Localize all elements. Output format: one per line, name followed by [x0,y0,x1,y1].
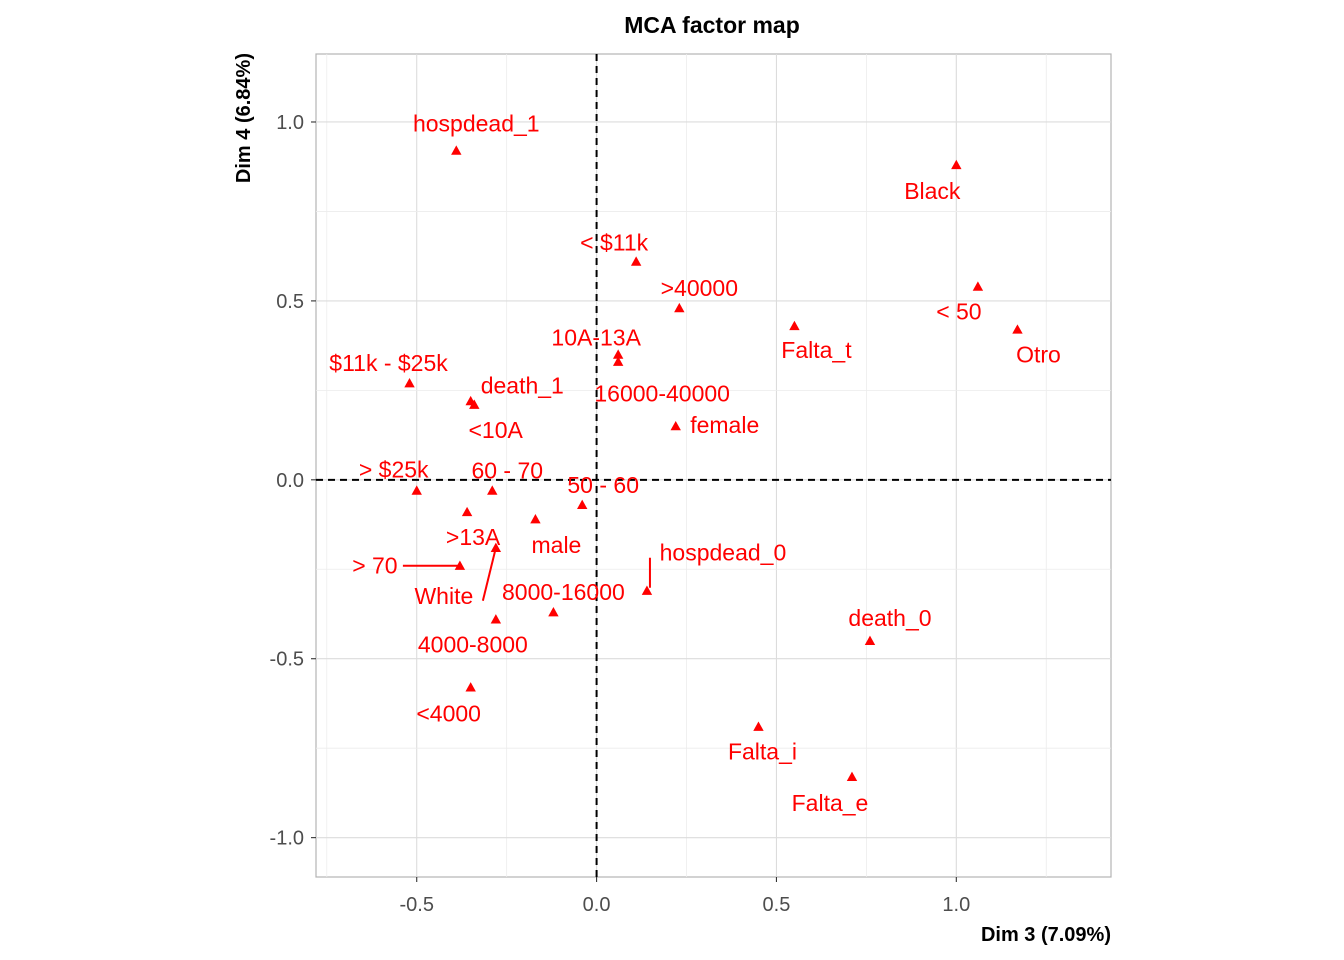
data-point [490,542,502,552]
x-axis-title: Dim 3 (7.09%) [981,924,1111,946]
data-point [972,281,984,291]
point-label: 50 - 60 [567,472,639,498]
point-label: hospdead_0 [660,540,787,566]
point-label: female [690,412,759,438]
data-point [451,145,462,155]
point-label: male [532,532,582,558]
data-point [465,682,476,692]
point-label: death_0 [848,605,931,631]
point-label: > $25k [359,457,429,483]
point-labels: hospdead_1 Black < $11k >40000 < 50 Otro Falta… [329,111,1061,816]
data-point [454,560,466,570]
point-label: <4000 [416,700,481,726]
point-label: Falta_t [781,337,852,363]
y-tick-label: 0.5 [276,291,304,313]
point-label: 8000-16000 [502,579,625,605]
point-label: >13A [446,524,501,550]
point-label: <10A [469,417,524,443]
data-point [411,485,422,495]
point-label: White [414,583,473,609]
data-point [530,513,541,524]
point-label: > 70 [352,553,397,579]
axis-ticks: -0.5 0.0 0.5 1.0 -1.0 -0.5 0.0 0.5 1.0 [270,112,971,916]
data-point [576,499,588,510]
point-label: 4000-8000 [418,631,528,657]
y-tick-label: 1.0 [276,112,304,134]
point-label: < 50 [936,299,981,325]
point-label: hospdead_1 [413,111,540,137]
point-label: $11k - $25k [329,350,448,376]
x-tick-label: 0.0 [583,894,611,916]
data-point [670,420,681,431]
y-axis-title: Dim 4 (6.84%) [233,53,255,183]
data-point [487,485,498,495]
label-leader-lines [402,547,651,602]
data-points [404,145,1023,781]
x-tick-label: -0.5 [399,894,433,916]
data-point [951,159,962,170]
x-tick-label: 1.0 [942,894,970,916]
data-point [630,256,642,266]
data-point [490,614,502,624]
y-tick-label: 0.0 [276,470,304,492]
point-label: Falta_e [792,790,869,816]
x-tick-label: 0.5 [763,894,791,916]
label-leader-line [481,547,497,602]
data-point [864,635,876,645]
plot-border [315,53,1112,878]
data-point [465,395,476,406]
data-point [846,771,858,781]
point-label: < $11k [580,230,648,256]
data-point [1012,324,1023,334]
point-label: 60 - 70 [471,458,543,484]
point-label: Otro [1016,342,1061,368]
point-label: 16000-40000 [594,381,730,407]
point-label: death_1 [481,373,564,399]
data-point [548,607,559,617]
data-point [612,356,624,366]
point-label: Black [904,178,961,204]
y-tick-label: -0.5 [270,649,304,671]
data-point [789,320,800,331]
reference-lines [316,54,1111,877]
chart-title: MCA factor map [624,12,800,38]
data-point [641,585,653,595]
data-point [674,302,685,313]
data-point [404,378,415,388]
y-tick-label: -1.0 [270,828,304,850]
point-label: Falta_i [728,739,797,765]
point-label: >40000 [661,275,738,301]
data-point [612,349,624,359]
plot-area [315,53,1112,878]
point-label: 10A-13A [551,325,641,351]
data-point [461,506,473,517]
data-point [753,721,764,731]
